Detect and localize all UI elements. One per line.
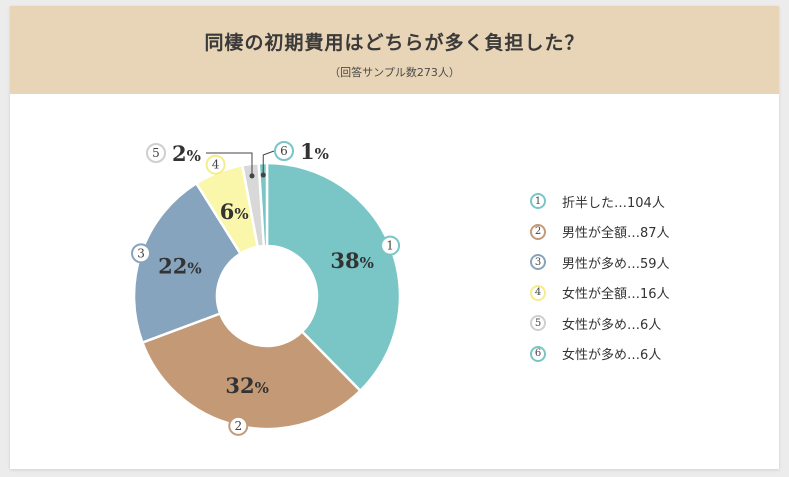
legend-label: 女性が多め…6人 bbox=[562, 348, 662, 363]
legend-item-4: 4 女性が全額…16人 bbox=[530, 282, 770, 304]
legend-label: 男性が全額…87人 bbox=[562, 226, 670, 241]
svg-text:1: 1 bbox=[386, 239, 394, 253]
chart-title: 同棲の初期費用はどちらが多く負担した？ bbox=[204, 32, 585, 54]
slice-badge-4: 4 bbox=[205, 154, 226, 175]
chart-header: 同棲の初期費用はどちらが多く負担した？ （回答サンプル数273人） bbox=[10, 6, 779, 94]
callout-line-6 bbox=[262, 150, 275, 176]
legend-item-6: 6 女性が多め…6人 bbox=[530, 343, 770, 365]
slice-badge-5: 5 bbox=[146, 143, 166, 163]
data-label-4: 6% bbox=[220, 199, 249, 224]
pie-slice-6 bbox=[257, 161, 269, 248]
data-label-2: 32% bbox=[225, 373, 268, 398]
data-label-5: 2% bbox=[172, 141, 201, 166]
slice-badge-1: 1 bbox=[380, 235, 401, 256]
svg-text:4: 4 bbox=[212, 158, 220, 172]
data-label-6: 1% bbox=[300, 139, 329, 164]
slice-badge-2: 2 bbox=[228, 415, 249, 436]
data-label-3: 22% bbox=[158, 253, 202, 278]
svg-text:5: 5 bbox=[152, 146, 160, 160]
legend-label: 女性が全額…16人 bbox=[562, 287, 670, 302]
legend-number-badge: 3 bbox=[530, 254, 546, 270]
pie-slice-1 bbox=[265, 161, 402, 393]
legend-number-badge: 2 bbox=[530, 223, 546, 240]
legend-item-2: 2 男性が全額…87人 bbox=[530, 221, 770, 243]
legend-item-5: 5 女性が多め…6人 bbox=[530, 312, 770, 334]
callout-line-5 bbox=[206, 152, 253, 176]
svg-text:2: 2 bbox=[234, 419, 242, 433]
chart-subtitle: （回答サンプル数273人） bbox=[329, 66, 460, 79]
data-label-1: 38% bbox=[330, 248, 374, 273]
legend-item-3: 3 男性が多め…59人 bbox=[530, 251, 770, 273]
legend-number-badge: 1 bbox=[530, 193, 546, 209]
legend-number-badge: 4 bbox=[530, 284, 546, 301]
legend-number-badge: 5 bbox=[530, 315, 546, 331]
legend-label: 女性が多め…6人 bbox=[562, 317, 662, 333]
pie-slice-2 bbox=[140, 311, 363, 431]
legend-label: 折半した…104人 bbox=[562, 195, 665, 211]
pie-slice-3 bbox=[132, 181, 243, 345]
slice-badge-6: 6 bbox=[274, 141, 294, 161]
chart-card: 同棲の初期費用はどちらが多く負担した？ （回答サンプル数273人） bbox=[10, 6, 779, 469]
slice-badge-3: 3 bbox=[131, 243, 152, 264]
svg-text:6: 6 bbox=[280, 144, 288, 158]
legend-number-badge: 6 bbox=[530, 345, 546, 362]
svg-text:3: 3 bbox=[137, 246, 145, 260]
legend-label: 男性が多め…59人 bbox=[562, 256, 670, 272]
legend-item-1: 1 折半した…104人 bbox=[530, 190, 770, 212]
